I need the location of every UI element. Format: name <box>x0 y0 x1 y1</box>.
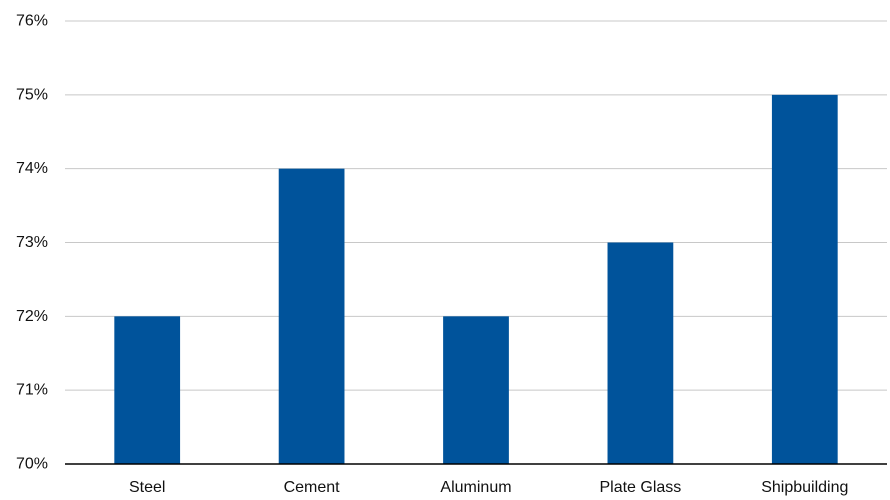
bar <box>771 94 838 464</box>
y-tick-label: 70% <box>16 456 48 473</box>
x-tick-label: Aluminum <box>440 479 511 496</box>
x-tick-label: Cement <box>284 479 341 496</box>
gridlines <box>65 20 887 391</box>
y-tick-label: 72% <box>16 308 48 325</box>
bars <box>114 94 838 464</box>
y-tick-label: 76% <box>16 13 48 30</box>
bar <box>443 316 509 464</box>
bar <box>278 168 345 464</box>
y-axis-tick-labels: 70% 71% 72% 73% 74% 75% 76% <box>16 13 48 473</box>
x-tick-label: Steel <box>129 479 165 496</box>
x-tick-label: Shipbuilding <box>761 479 848 496</box>
y-tick-label: 73% <box>16 234 48 251</box>
y-tick-label: 74% <box>16 160 48 177</box>
y-tick-label: 75% <box>16 86 48 103</box>
x-axis-tick-labels: Steel Cement Aluminum Plate Glass Shipbuildi… <box>129 479 848 496</box>
bar <box>114 316 181 464</box>
y-tick-label: 71% <box>16 382 48 399</box>
bar <box>607 242 674 464</box>
x-tick-label: Plate Glass <box>599 479 681 496</box>
